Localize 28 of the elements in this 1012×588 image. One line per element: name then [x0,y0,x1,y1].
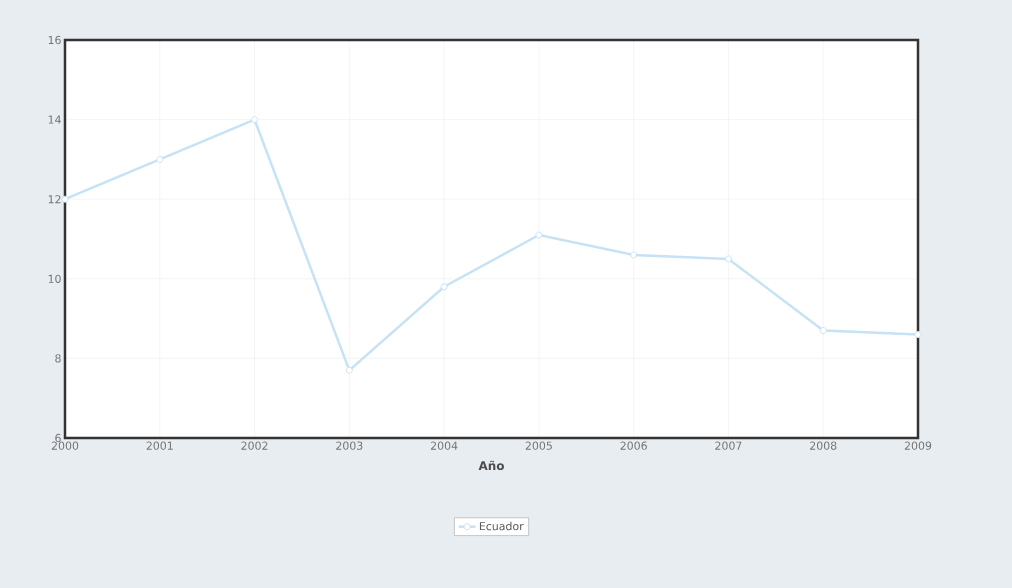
point [724,255,732,263]
point [819,327,827,335]
x-tick-label: 2005 [525,441,552,450]
point [535,231,543,239]
x-tick-label: 2000 [51,441,79,450]
x-tick-label: 2004 [430,441,458,450]
point [345,366,353,374]
point [156,155,164,163]
x-tick-label: 2006 [620,441,647,450]
y-tick-label: 16 [48,35,61,45]
legend-label: Ecuador [479,521,524,531]
point [630,251,638,259]
x-tick-label: 2003 [336,441,363,450]
x-tick-label: 2009 [904,441,932,450]
x-tick-label: 2001 [146,441,173,450]
x-tick-label: 2007 [715,441,742,450]
x-tick-label: 2002 [241,441,268,450]
y-tick-label: 14 [48,115,61,124]
y-tick-label: 6 [55,433,61,443]
y-tick-label: 12 [48,195,61,204]
y-tick-label: 8 [55,354,61,363]
point [61,195,69,203]
point [914,331,922,339]
y-tick-label: 10 [48,274,61,283]
x-tick-label: 2008 [810,441,837,450]
x-axis-title: Año [478,460,504,471]
point [440,283,448,291]
point [251,116,259,124]
